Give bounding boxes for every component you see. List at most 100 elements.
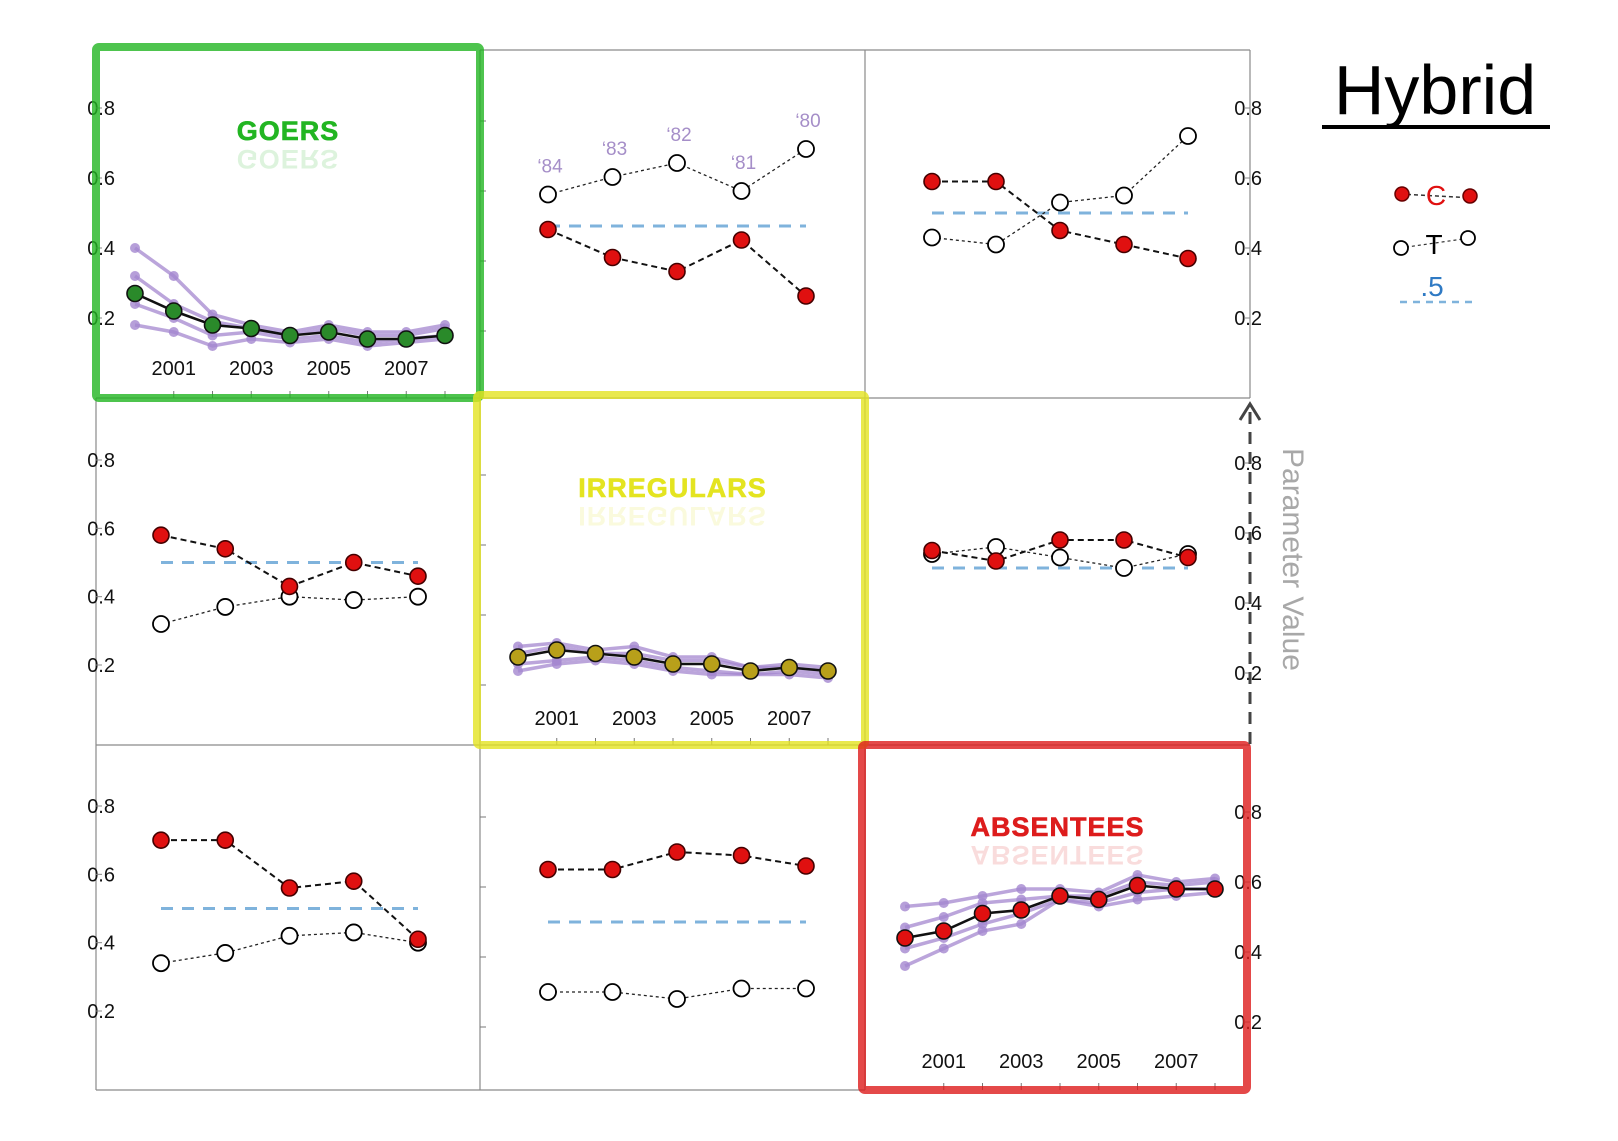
series-line-C	[932, 180, 1189, 260]
series-point-T	[1115, 186, 1133, 205]
series-point-C	[1115, 235, 1133, 254]
y-tick-label: 0.6	[87, 518, 115, 540]
series-point-C	[280, 577, 299, 596]
y-tick-label: 0.6	[1234, 168, 1262, 190]
irregulars-frame	[473, 391, 869, 749]
series-point-T	[603, 983, 622, 1001]
mean-point	[741, 662, 760, 680]
series-point-C	[603, 248, 622, 267]
series-point-C	[797, 287, 815, 305]
y-tick-label: 0.2	[1234, 663, 1262, 685]
band-point	[977, 891, 988, 901]
series-point-T	[539, 983, 557, 1001]
legend-c-line	[1399, 193, 1476, 199]
chart-panel-irregulars-absentees: 0.8 0.6 0.4 0.2	[923, 453, 1262, 685]
series-point-T	[987, 235, 1005, 254]
chart-panel-absentees-goers: 0.8 0.6 0.4 0.2	[87, 796, 427, 1023]
band-point	[551, 659, 562, 669]
y-tick-label: 0.4	[1234, 593, 1262, 615]
mean-point	[126, 284, 144, 303]
band-point	[168, 327, 179, 337]
mean-point	[547, 641, 566, 659]
series-point-C	[409, 930, 427, 949]
legend-t-marker	[1393, 240, 1409, 256]
category-title-reflection: GOERS	[237, 144, 340, 174]
mean-point	[780, 658, 799, 677]
y-tick-label: 0.8	[1234, 453, 1262, 475]
mean-point	[1128, 876, 1147, 895]
y-tick-label: 0.6	[1234, 523, 1262, 545]
goers-frame	[92, 43, 484, 402]
series-line-T	[160, 596, 419, 625]
x-tick-label: 2001	[535, 708, 580, 730]
legend: C T .5	[1393, 180, 1478, 304]
mean-point	[1206, 880, 1224, 898]
series-point-C	[152, 831, 170, 849]
legend-c-marker	[1462, 188, 1478, 204]
year-label: ‘81	[731, 153, 756, 174]
parameter-axis: Parameter Value	[1238, 401, 1309, 745]
band-point	[938, 943, 949, 954]
y-tick-label: 0.4	[1234, 238, 1262, 260]
mean-point	[664, 655, 682, 673]
x-tick-label: 2007	[767, 708, 812, 730]
chart-panel-goers-absentees: 0.8 0.6 0.4 0.2	[923, 98, 1262, 330]
chart-panel-irregulars-goers: 0.8 0.6 0.4 0.2	[87, 450, 427, 677]
y-tick-label: 0.6	[87, 864, 115, 886]
band-point	[168, 271, 179, 281]
band-point	[977, 926, 988, 936]
band-point	[130, 320, 140, 330]
category-title: ABSENTEES	[970, 812, 1144, 842]
x-tick-label: 2007	[1154, 1051, 1199, 1073]
mean-point	[358, 330, 377, 348]
series-point-T	[152, 615, 170, 633]
x-tick-label: 2003	[612, 708, 657, 730]
series-point-C	[344, 553, 363, 572]
legend-reference-label: .5	[1420, 271, 1443, 302]
title-underline	[1322, 125, 1550, 129]
series-point-C	[409, 567, 427, 585]
series-point-T	[539, 185, 557, 204]
mean-point	[1167, 880, 1186, 898]
band-point	[900, 901, 910, 912]
series-point-T	[344, 923, 363, 942]
series-point-T	[1051, 548, 1069, 567]
series-point-C	[344, 872, 363, 890]
series-point-C	[732, 846, 751, 865]
mean-point	[1089, 890, 1108, 909]
x-tick-label: 2003	[999, 1051, 1044, 1073]
band-series-line	[133, 246, 446, 334]
band-point	[938, 898, 949, 908]
year-label: ‘83	[602, 139, 627, 160]
figure-title: Hybrid	[1334, 51, 1536, 129]
category-frames	[92, 43, 1251, 1094]
parameter-axis-label: Parameter Value	[1276, 448, 1309, 671]
mean-point	[1012, 901, 1031, 919]
series-point-C	[539, 860, 557, 879]
mean-point	[625, 648, 644, 666]
year-label: ‘84	[537, 157, 563, 178]
mean-point	[586, 644, 605, 663]
series-point-T	[1179, 127, 1197, 145]
y-tick-label: 0.2	[87, 655, 115, 677]
series-point-T	[668, 990, 686, 1008]
category-title: IRREGULARS	[578, 473, 767, 503]
category-title: GOERS	[237, 116, 340, 146]
series-point-C	[152, 526, 170, 544]
band-point	[513, 666, 523, 676]
series-point-T	[732, 182, 751, 200]
series-point-T	[603, 168, 622, 186]
series-point-C	[923, 541, 941, 560]
y-tick-label: 0.4	[87, 587, 115, 609]
mean-point	[164, 302, 183, 320]
band-point	[130, 271, 140, 281]
x-tick-label: 2001	[922, 1051, 967, 1073]
series-point-T	[1051, 193, 1069, 212]
series-point-T	[732, 979, 751, 998]
absentees-frame	[858, 741, 1251, 1094]
series-line-T	[931, 546, 1189, 569]
mean-point	[319, 323, 338, 341]
